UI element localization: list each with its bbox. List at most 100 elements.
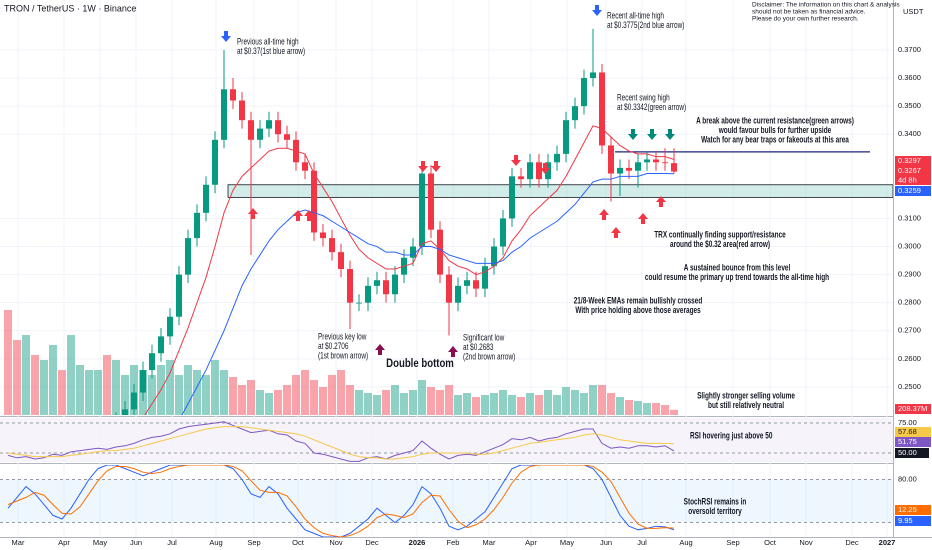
arrow [647, 129, 657, 140]
arrow [540, 163, 550, 174]
x-tick-label: Sep [726, 538, 739, 547]
candle-body [671, 163, 677, 172]
ema-line [181, 173, 675, 415]
ema-line [144, 125, 675, 415]
candle-body [590, 72, 596, 79]
volume-bar [562, 387, 570, 415]
arrow [375, 344, 385, 355]
annotation: but still relatively neutral [708, 400, 784, 411]
candle-body [392, 274, 398, 295]
candle-body [302, 162, 308, 171]
candle-body [257, 128, 263, 140]
candle-body [653, 159, 659, 163]
volume-bar [112, 360, 120, 415]
currency: USDT [903, 7, 924, 16]
candle-body [140, 370, 146, 393]
volume-bar [571, 390, 579, 415]
price-tag-bg [895, 404, 931, 414]
x-tick-label: Dec [365, 538, 379, 547]
candle-body [599, 72, 605, 146]
volume-bar [373, 395, 381, 415]
disclaimer: Disclaimer: The information on this char… [752, 2, 900, 9]
price-tag-bg [895, 516, 931, 526]
indicator-line [7, 421, 675, 462]
volume-bar [238, 385, 246, 415]
candle-body [428, 173, 434, 230]
x-tick-label: Jun [130, 538, 142, 547]
candle-body [491, 246, 497, 267]
arrow [592, 5, 602, 16]
arrow [248, 208, 258, 219]
arrow [599, 209, 609, 220]
volume-bar [661, 405, 669, 415]
annotation: Double bottom [386, 357, 454, 370]
arrow [511, 155, 521, 166]
annotation: Previous all-time high [237, 36, 299, 47]
candle-body [230, 89, 236, 101]
candle-body [437, 229, 443, 275]
candle-body [464, 280, 470, 286]
volume-bar [589, 385, 597, 415]
candle-body [248, 120, 254, 140]
candle-body [203, 184, 209, 213]
annotation: Previous key low [318, 331, 366, 342]
volume-bar [94, 370, 102, 415]
volume-bar [508, 395, 516, 415]
candle-body [527, 162, 533, 180]
candle-body [518, 176, 524, 180]
annotation: Watch for any bear traps or fakeouts at … [701, 134, 849, 145]
candle-body [545, 162, 551, 180]
candle-body [509, 176, 515, 219]
y-tick-label: 50.00 [898, 448, 917, 457]
candle-body [455, 285, 461, 303]
candle-body [536, 162, 542, 180]
volume-bar [274, 390, 282, 415]
x-tick-label: Oct [292, 538, 305, 547]
annotation: at $0.37(1st blue arrow) [237, 46, 305, 57]
x-tick-label: Jun [600, 538, 612, 547]
candle-body [338, 252, 344, 269]
candle-body [158, 336, 164, 354]
candle-body [626, 167, 632, 171]
volume-bar [229, 377, 237, 415]
volume-bar [310, 380, 318, 415]
volume-bar [499, 390, 507, 415]
y-tick-label: 0.3000 [898, 242, 921, 251]
volume-bar [580, 393, 588, 415]
candle-body [131, 392, 137, 410]
volume-bar [256, 390, 264, 415]
x-tick-label: Mar [483, 538, 496, 547]
y-tick-label: 0.3700 [898, 45, 921, 54]
candle-body [176, 274, 182, 317]
x-tick-label: Aug [679, 538, 692, 547]
disclaimer: should not be taken as financial advice. [752, 9, 866, 16]
annotation: (1st brown arrow) [318, 350, 368, 361]
price-tag-bg [895, 427, 931, 437]
candle-body [365, 285, 371, 303]
price-tag-bg [895, 156, 931, 166]
price-tag: 12.25 [898, 505, 917, 514]
annotation: around the $0.32 area(red arrow) [670, 239, 770, 250]
x-tick-label: Mar [12, 538, 25, 547]
volume-bar [319, 387, 327, 415]
price-tag: 0.3267 [898, 166, 921, 175]
candle-body [635, 162, 641, 171]
candle-body [410, 246, 416, 258]
candle-body [320, 232, 326, 239]
annotation: StochRSI remains in [684, 496, 747, 507]
volume-bar [364, 393, 372, 415]
price-tag-bg [895, 505, 931, 515]
x-tick-label: Aug [209, 538, 222, 547]
volume-bar [58, 370, 66, 415]
disclaimer: Please do your own further research. [752, 16, 859, 23]
volume-bar [121, 375, 129, 415]
arrow [628, 129, 638, 140]
annotation: at $0.2706 [318, 341, 349, 352]
volume-bar [328, 375, 336, 415]
volume-bar [4, 310, 12, 415]
x-tick-label: Sep [247, 538, 260, 547]
volume-bar [184, 365, 192, 415]
volume-bar [247, 380, 255, 415]
annotation: TRX continually finding support/resistan… [654, 229, 786, 240]
annotation: oversold territory [688, 506, 742, 517]
